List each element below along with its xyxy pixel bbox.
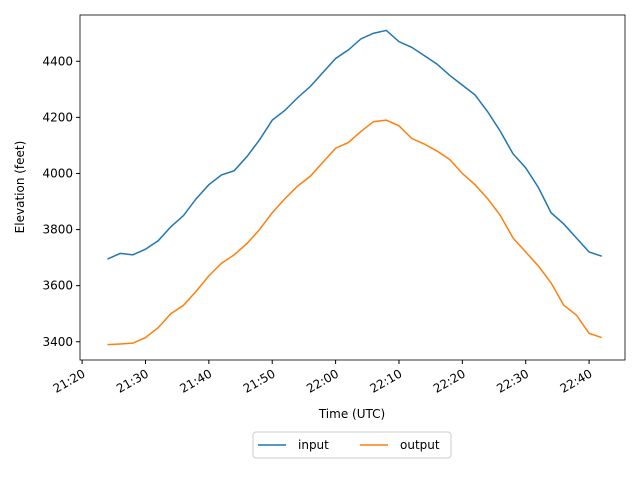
y-tick-label: 3600 [42, 279, 73, 293]
line-series [107, 29, 602, 260]
axes-frame [79, 14, 626, 361]
legend-label: input [298, 438, 329, 452]
x-axis-label: Time (UTC) [318, 407, 385, 421]
y-tick-label: 3800 [42, 223, 73, 237]
x-tick-label: 22:40 [558, 366, 595, 395]
x-tick-label: 21:30 [114, 366, 151, 395]
x-tick-label: 22:10 [368, 366, 405, 395]
x-tick-label: 22:00 [304, 366, 341, 395]
x-tick-label: 21:50 [241, 366, 278, 395]
legend-label: output [400, 438, 440, 452]
y-tick-label: 4200 [42, 110, 73, 124]
legend-box [252, 431, 452, 459]
x-tick-label: 22:30 [494, 366, 531, 395]
y-tick-label: 3400 [42, 335, 73, 349]
x-tick-label: 21:40 [177, 366, 214, 395]
legend: input output [252, 431, 452, 459]
y-tick-label: 4400 [42, 54, 73, 68]
y-axis-label: Elevation (feet) [13, 141, 27, 234]
line-series [107, 119, 602, 346]
y-tick-label: 4000 [42, 166, 73, 180]
x-tick-label: 22:20 [431, 366, 468, 395]
x-tick-label: 21:20 [51, 366, 88, 395]
